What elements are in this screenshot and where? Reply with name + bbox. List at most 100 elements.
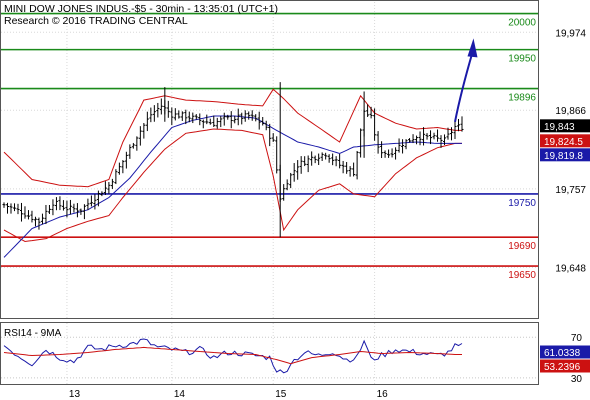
price-bar: [310, 151, 314, 166]
price-bar: [152, 105, 156, 122]
research-credit: Research © 2016 TRADING CENTRAL: [4, 15, 188, 27]
rsi-y-tick-label: 30: [571, 374, 583, 385]
bollinger-mid-tag-bg: [540, 134, 590, 148]
price-bar: [47, 204, 51, 214]
x-tick-label: 14: [174, 389, 186, 400]
price-bar: [422, 127, 426, 146]
rsi-value-tag-label: 61.0338: [544, 348, 581, 359]
price-bar: [9, 203, 13, 214]
price-bar: [191, 112, 195, 124]
price-bar: [299, 156, 303, 174]
price-bar: [117, 162, 121, 175]
price-y-tick-label: 19,757: [555, 185, 586, 196]
x-tick-label: 16: [377, 389, 389, 400]
price-bar: [222, 112, 226, 126]
price-bar: [54, 197, 58, 211]
price-bar: [303, 156, 307, 167]
rsi-value-tag-bg: [540, 345, 590, 359]
price-bar: [338, 153, 342, 169]
price-bar: [79, 208, 83, 215]
price-bar: [65, 200, 69, 218]
price-bar: [261, 117, 265, 126]
price-bar: [37, 217, 41, 230]
price-bar: [82, 204, 86, 220]
price-bar: [93, 194, 97, 210]
price-bar: [58, 196, 62, 211]
forecast-arrow-head: [467, 38, 478, 58]
price-y-tick-label: 19,866: [555, 106, 586, 117]
price-bar: [201, 119, 205, 129]
price-bar: [334, 156, 338, 167]
support-resistance-levels: 20000 19950 19896 19750 19690 19650: [1, 12, 538, 281]
bollinger-upper-line: [3, 88, 462, 188]
price-bar: [68, 199, 72, 215]
price-bar: [327, 154, 331, 163]
indicator-lines: [3, 88, 462, 258]
price-bar: [429, 130, 433, 145]
price-bar: [44, 204, 48, 225]
level-label-19690: 19690: [508, 241, 536, 252]
price-bar: [5, 202, 9, 214]
price-bar: [268, 123, 272, 147]
price-bar: [96, 190, 100, 207]
price-bar: [282, 184, 286, 201]
price-bar: [394, 147, 398, 160]
price-bar: [89, 195, 93, 207]
price-bar: [173, 108, 177, 121]
price-bar: [247, 111, 251, 120]
rsi-panel-frame: [0, 322, 539, 385]
price-bar: [135, 136, 139, 151]
price-bar: [376, 131, 380, 154]
price-bar: [355, 150, 359, 180]
price-bar: [439, 135, 443, 148]
price-bar: [418, 131, 422, 146]
price-bar: [240, 112, 244, 125]
price-bar: [180, 111, 184, 121]
price-bar: [156, 102, 160, 118]
price-bar: [320, 152, 324, 162]
price-bar: [443, 134, 447, 146]
price-bar: [184, 109, 188, 125]
price-bar: [187, 111, 191, 123]
price-bar: [292, 163, 296, 182]
price-bar: [131, 142, 135, 149]
level-label-20000: 20000: [508, 18, 536, 29]
price-bar: [121, 160, 125, 174]
price-bar: [205, 114, 209, 125]
price-bar: [128, 144, 132, 159]
price-bar: [33, 216, 37, 227]
axis-labels: 19,974 19,866 19,757 19,648 70 30 13 14 15 16: [69, 28, 586, 400]
price-bar: [243, 110, 247, 122]
x-tick-label: 13: [69, 389, 81, 400]
price-bar: [114, 169, 118, 185]
price-bar: [432, 132, 436, 140]
moving-average-line: [3, 115, 462, 258]
price-bar: [369, 106, 373, 119]
price-bar: [212, 115, 216, 127]
price-bar: [264, 120, 268, 131]
rsi-ma-line: [3, 346, 462, 365]
price-bar: [345, 162, 349, 174]
price-bar: [215, 117, 219, 129]
price-bar: [306, 155, 310, 173]
price-bar: [166, 100, 170, 118]
price-bar: [446, 127, 450, 140]
price-bar: [219, 116, 223, 128]
price-bar: [86, 198, 90, 210]
price-bar: [296, 160, 300, 180]
price-bar: [250, 110, 254, 121]
rsi-line: [3, 338, 463, 374]
level-label-19950: 19950: [508, 54, 536, 65]
price-bar: [72, 203, 76, 213]
forecast-arrow: [454, 38, 478, 122]
moving-average-tag-bg: [540, 148, 590, 162]
price-bar: [142, 122, 146, 139]
price-bar: [198, 113, 202, 126]
price-bar: [107, 182, 111, 194]
price-bar: [275, 136, 279, 174]
price-bar: [51, 199, 55, 216]
moving-average-tag-label: 19,819.8: [544, 151, 583, 162]
price-y-tick-label: 19,648: [555, 263, 586, 274]
price-bar: [19, 202, 23, 222]
